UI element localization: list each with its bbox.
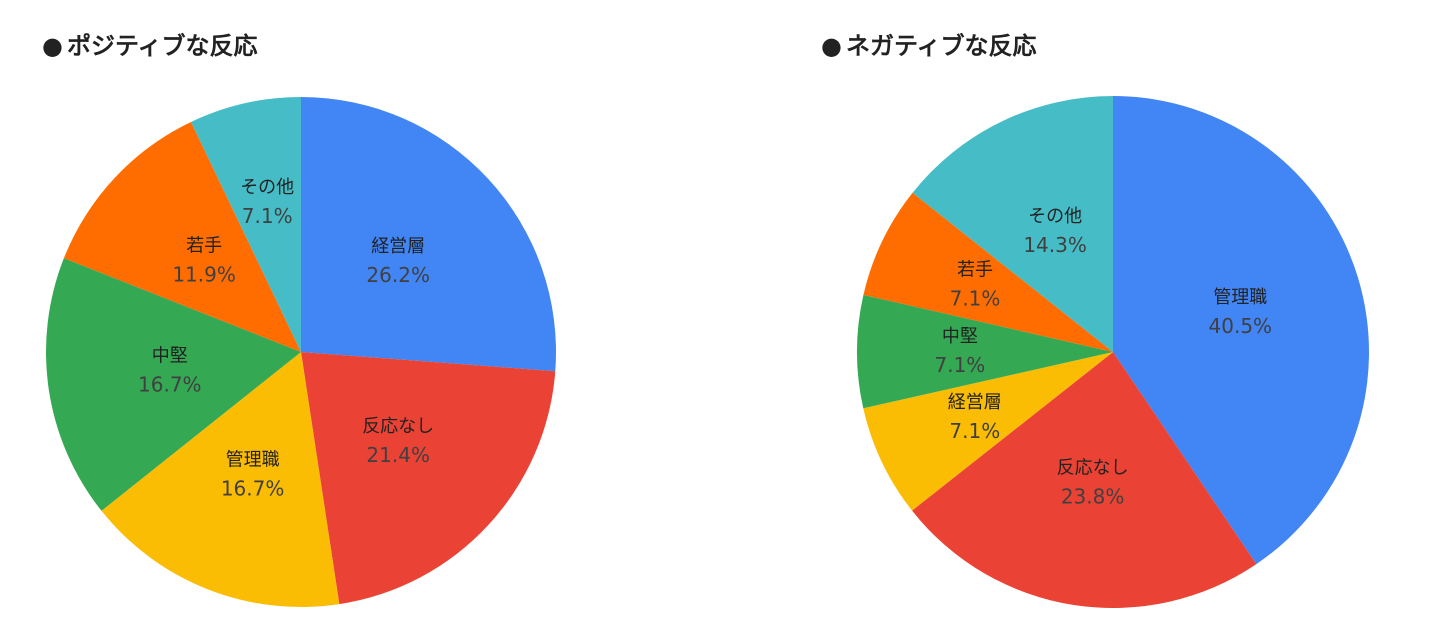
pie-slice bbox=[863, 352, 1113, 511]
chart-title: ● ポジティブな反応 bbox=[42, 26, 258, 61]
pie-slice bbox=[1113, 96, 1369, 565]
slice-value-label: 7.1% bbox=[242, 204, 293, 228]
pie-chart-positive: 経営層 26.2% 反応なし 21.4% 管理職 16.7% 中堅 16.7% 若手 11.9% そ… bbox=[46, 97, 557, 608]
pie-slice bbox=[912, 352, 1257, 609]
chart-title-text: ネガティブな反応 bbox=[845, 32, 1037, 60]
pie-slice bbox=[863, 192, 1113, 352]
slice-value-label: 16.7% bbox=[138, 373, 202, 397]
slice-value-label: 11.9% bbox=[172, 263, 236, 287]
chart-title-text: ポジティブな反応 bbox=[66, 32, 258, 60]
slice-label: その他 bbox=[240, 177, 294, 198]
slice-label: 反応なし bbox=[1057, 458, 1129, 479]
pie-slice bbox=[190, 97, 301, 352]
slice-label: 経営層 bbox=[371, 236, 425, 257]
pie-slice bbox=[63, 121, 301, 353]
slice-label: 中堅 bbox=[152, 346, 188, 367]
slice-value-label: 7.1% bbox=[934, 353, 985, 377]
slice-value-label: 23.8% bbox=[1061, 485, 1125, 509]
slice-label: その他 bbox=[1028, 206, 1082, 227]
slice-value-label: 7.1% bbox=[949, 419, 1000, 443]
slice-value-label: 26.2% bbox=[366, 263, 430, 287]
positive-reaction-chart: ● ポジティブな反応 経営層 26.2% 反応なし 21.4% 管理職 16.7% 中堅 16.… bbox=[42, 26, 557, 608]
pie-slice bbox=[301, 352, 556, 605]
pie-slice bbox=[101, 352, 340, 608]
slice-label: 経営層 bbox=[948, 392, 1002, 413]
pie-slice bbox=[912, 96, 1113, 352]
slice-value-label: 14.3% bbox=[1023, 233, 1087, 257]
pie-chart-negative: 管理職 40.5% 反応なし 23.8% 経営層 7.1% 中堅 7.1% 若手 7.1% その他 1… bbox=[857, 96, 1369, 609]
slice-label: 管理職 bbox=[1213, 287, 1267, 308]
slice-value-label: 7.1% bbox=[950, 287, 1001, 311]
pie-slice bbox=[857, 294, 1113, 409]
slice-label: 若手 bbox=[186, 236, 222, 257]
slice-label: 反応なし bbox=[362, 416, 434, 437]
negative-reaction-chart: ● ネガティブな反応 管理職 40.5% 反応なし 23.8% 経営層 7.1% 中堅 7.1%… bbox=[719, 0, 1438, 638]
slice-value-label: 40.5% bbox=[1209, 314, 1273, 338]
bullet-icon: ● bbox=[42, 32, 63, 60]
chart-title: ● ネガティブな反応 bbox=[821, 26, 1037, 61]
slice-value-label: 21.4% bbox=[366, 443, 430, 467]
slice-value-label: 16.7% bbox=[221, 476, 285, 500]
bullet-icon: ● bbox=[821, 32, 842, 60]
pie-slice bbox=[301, 97, 557, 372]
pie-slice bbox=[46, 258, 301, 511]
slice-label: 管理職 bbox=[226, 449, 280, 470]
slice-label: 若手 bbox=[957, 260, 993, 281]
slice-label: 中堅 bbox=[942, 326, 978, 347]
